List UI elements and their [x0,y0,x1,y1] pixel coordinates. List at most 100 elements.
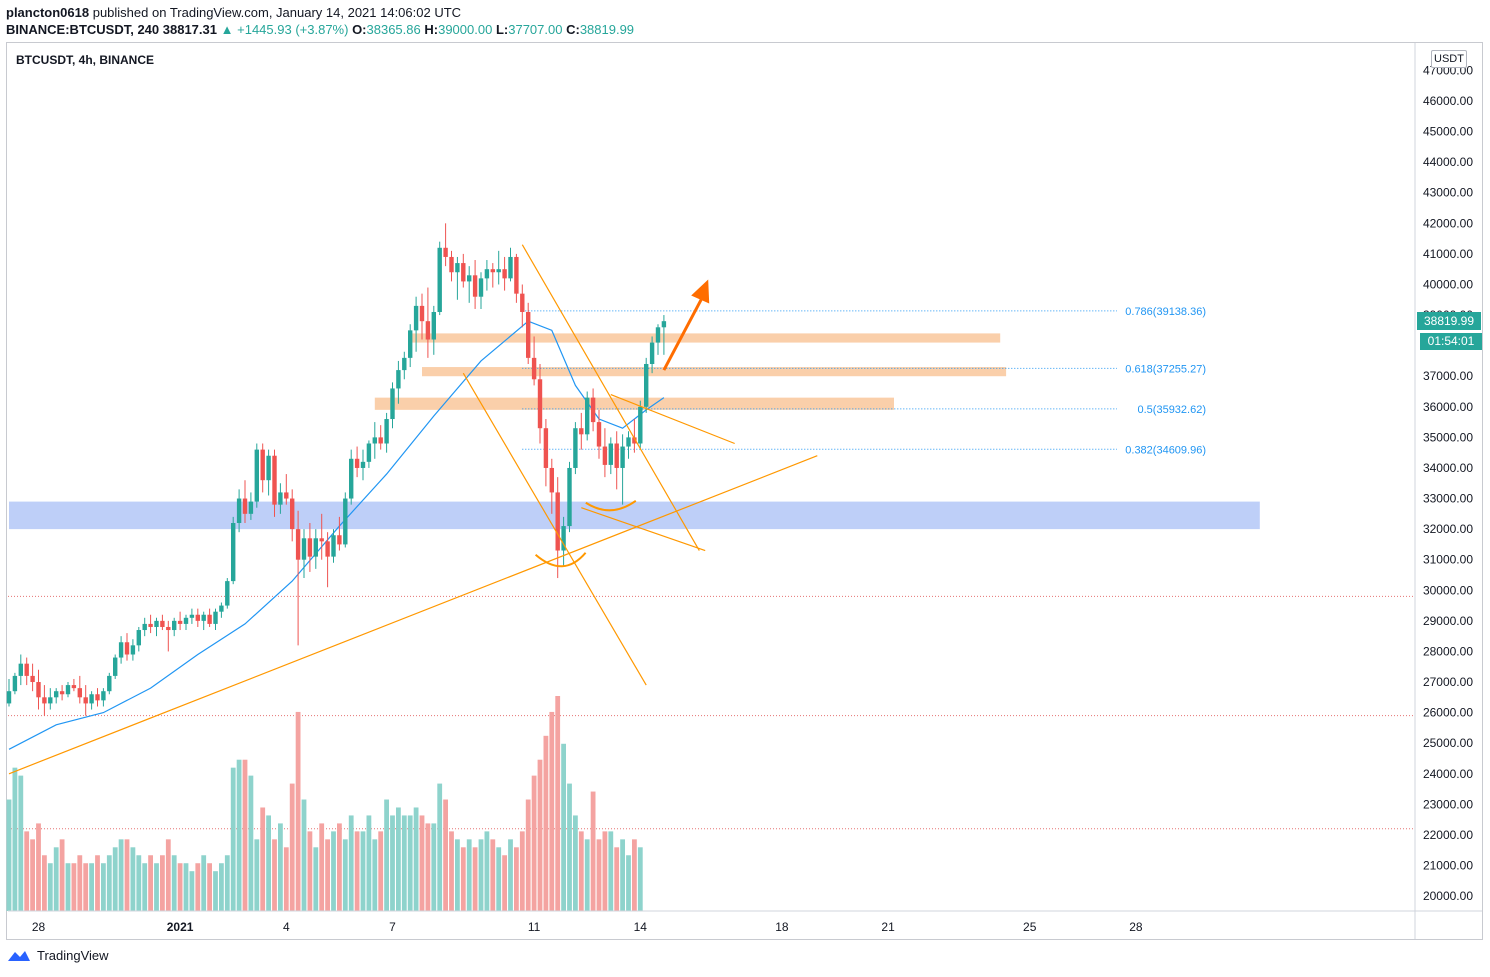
candle-body [413,305,419,331]
volume-bar [401,815,407,911]
price-tick-label: 45000.00 [1423,125,1473,139]
candle-body [242,498,248,514]
high-label: H: [424,22,439,37]
volume-bar [136,855,142,911]
candle-body [172,620,177,631]
candle-body [65,685,71,695]
candle-body [638,406,643,444]
candle-body [307,538,313,557]
volume-bar [254,839,260,911]
candle-body [467,275,472,282]
volume-bar [331,831,336,911]
candle-body [260,449,265,481]
up-arrow-icon: ▲ [220,22,234,37]
candle-body [573,428,578,468]
candle-body [590,397,596,423]
volume-bar [578,831,584,911]
candle-body [325,541,330,557]
volume-bar [514,847,519,911]
candle-body [118,642,124,658]
price-tick-label: 30000.00 [1423,583,1473,597]
volume-bar [354,831,360,911]
volume-bar [637,847,643,911]
volume-bar [59,839,65,911]
author-name[interactable]: plancton0618 [6,5,90,20]
volume-bar [165,839,171,911]
candle-body [195,614,200,621]
volume-bar [195,863,201,911]
time-tick-label: 25 [1023,920,1037,934]
bullish-arrow-shaft [662,298,703,371]
candle-body [455,263,460,273]
candle-body [148,623,153,627]
fib-level-label: 0.382(34609.96) [1125,444,1206,456]
candle-body [337,535,342,545]
time-tick-label: 2021 [167,920,194,934]
volume-bar [537,759,543,911]
volume-bar [248,775,254,911]
candle-body [6,691,12,704]
chart-frame[interactable] [6,42,1483,940]
volume-bar [65,863,71,911]
candle-body [425,321,431,340]
candle-body [484,269,490,279]
tradingview-logo-icon [8,950,30,961]
volume-bar [224,855,230,911]
candle-body [537,379,543,429]
candle-body [526,312,531,358]
candle-body [113,657,118,676]
volume-bar [242,759,248,911]
volume-bar [30,839,35,911]
volume-bar [307,831,313,911]
candle-body [36,682,41,698]
time-tick-label: 28 [32,920,46,934]
time-tick-label: 28 [1129,920,1143,934]
candle-body [207,614,212,624]
volume-bar [148,855,153,911]
volume-bar [118,839,124,911]
candle-body [18,663,23,676]
volume-bar [71,863,77,911]
volume-bar [260,807,266,911]
trendline-rising-support [8,455,818,775]
candle-body [183,617,189,624]
volume-bar [95,855,100,911]
volume-bar [295,711,301,911]
volume-bar [437,783,443,911]
candle-body [284,492,289,499]
open-label: O: [352,22,367,37]
candle-body [620,446,625,468]
price-tick-label: 44000.00 [1423,155,1473,169]
volume-bar [508,839,513,911]
candle-body [107,675,112,692]
candle-body [48,697,53,704]
candle-body [490,269,495,273]
volume-bar [219,863,224,911]
volume-bar [584,839,590,911]
volume-bar [425,823,431,911]
candle-body [354,458,360,468]
volume-bar [171,855,177,911]
price-tick-label: 42000.00 [1423,216,1473,230]
candle-body [396,370,401,389]
volume-bar [207,863,212,911]
candle-body [360,461,366,468]
second-arc-shape [585,499,637,512]
volume-bar [36,823,41,911]
volume-bar [189,871,195,911]
time-tick-label: 7 [389,920,396,934]
candle-body [632,437,637,444]
trendline-wedge-lower [581,507,706,552]
candle-body [661,321,667,328]
volume-bar [602,831,608,911]
symbol-line: BINANCE:BTCUSDT, 240 [6,22,160,37]
footer-brand[interactable]: TradingView [37,948,109,963]
currency-button[interactable]: USDT [1431,50,1467,68]
price-tick-label: 43000.00 [1423,186,1473,200]
candle-body [555,492,560,551]
candle-body [42,697,47,704]
candle-body [372,437,377,444]
candle-body [496,269,501,273]
candle-body [313,538,318,557]
